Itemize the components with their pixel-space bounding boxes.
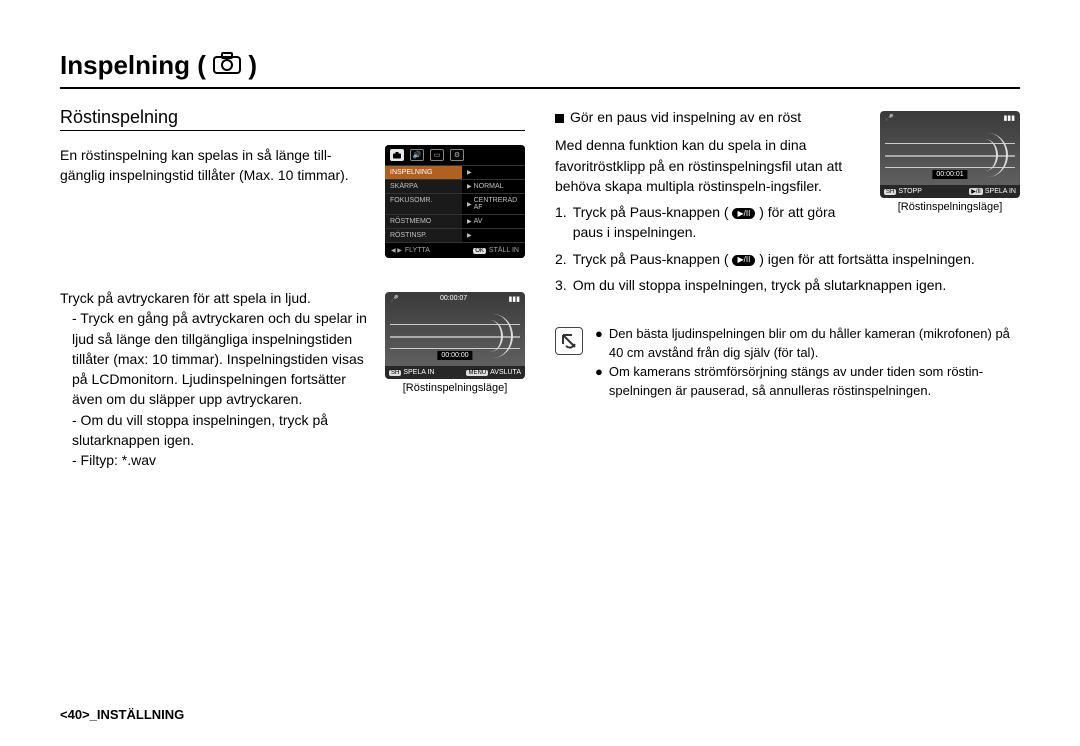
rec1-wrap: 🎤 00:00:07 ▮▮▮ 00:00:00 SHSPELA IN MENUA… — [385, 288, 525, 394]
recording-screenshot-1: 🎤 00:00:07 ▮▮▮ 00:00:00 SHSPELA IN MENUA… — [385, 292, 525, 379]
playpause-badge: ▶/II — [969, 188, 983, 195]
menu-row-rostmemo: RÖSTMEMO ▶AV — [385, 214, 525, 228]
step-text: Om du vill stoppa inspelningen, tryck på… — [573, 275, 947, 295]
display-tab-icon: ▭ — [430, 149, 444, 161]
play-pause-icon: ▶/II — [732, 208, 755, 219]
intro-text: En röstinspelning kan spelas in så länge… — [60, 145, 371, 186]
menu-value: ▶AV — [462, 215, 525, 228]
right-p1: Med denna funktion kan du spela in dina … — [555, 135, 866, 196]
body-block: Tryck på avtryckaren för att spela in lj… — [60, 288, 525, 471]
camera-icon — [213, 52, 241, 74]
note-text: Om kamerans strömförsörjning stängs av u… — [609, 363, 1020, 401]
rec-play: SPELA IN — [403, 369, 434, 376]
sh-badge: SH — [389, 370, 401, 376]
square-bullet-icon — [555, 114, 564, 123]
note-1: ●Den bästa ljudinspelningen blir om du h… — [595, 325, 1020, 363]
mic-icon: 🎤 — [885, 114, 894, 122]
content-columns: Röstinspelning En röstinspelning kan spe… — [60, 107, 1020, 491]
section-subtitle: Röstinspelning — [60, 107, 525, 131]
menu-label: RÖSTINSP. — [385, 229, 462, 242]
menu-label: SKÄRPA — [385, 180, 462, 193]
mic-icon: 🎤 — [390, 295, 399, 303]
rec-timer: 00:00:01 — [932, 170, 967, 179]
battery-icon: ▮▮▮ — [1003, 114, 1015, 122]
body1a: - Tryck en gång på avtryckaren och du sp… — [72, 308, 371, 409]
body1c: - Filtyp: *.wav — [72, 450, 371, 470]
rec-exit: AVSLUTA — [490, 369, 521, 376]
page-footer: <40>_INSTÄLLNING — [60, 707, 184, 722]
menu-footer: ◀ ▶FLYTTA OKSTÄLL IN — [385, 242, 525, 258]
intro-block: En röstinspelning kan spelas in så länge… — [60, 145, 525, 258]
footer-right: STÄLL IN — [489, 247, 519, 254]
menu-value: ▶NORMAL — [462, 180, 525, 193]
arrows-icon: ◀ ▶ — [391, 247, 402, 254]
rec-bottom: SHSTOPP ▶/IISPELA IN — [880, 185, 1020, 198]
step-1: 1. Tryck på Paus-knappen ( ▶/II ) för at… — [555, 202, 866, 243]
rec2-wrap: 🎤 ▮▮▮ 00:00:01 SHSTOPP ▶/IISPELA IN [Rös — [880, 107, 1020, 213]
recording-screenshot-2: 🎤 ▮▮▮ 00:00:01 SHSTOPP ▶/IISPELA IN — [880, 111, 1020, 198]
rec-elapsed: 00:00:07 — [440, 295, 467, 303]
menu-label: RÖSTMEMO — [385, 215, 462, 228]
rec-waveform: 00:00:00 — [385, 310, 525, 362]
step-text: Tryck på Paus-knappen ( ▶/II ) för att g… — [573, 202, 866, 243]
step-2: 2. Tryck på Paus-knappen ( ▶/II ) igen f… — [555, 249, 1020, 269]
note-block: ●Den bästa ljudinspelningen blir om du h… — [555, 325, 1020, 400]
menu-screenshot: 🔊 ▭ ⚙ INSPELNING ▶ SKÄRPA ▶NORMAL FOKUSO… — [385, 145, 525, 258]
title-text-a: Inspelning ( — [60, 50, 206, 80]
body1: Tryck på avtryckaren för att spela in lj… — [60, 288, 371, 308]
menu-header: 🔊 ▭ ⚙ — [385, 145, 525, 165]
settings-tab-icon: ⚙ — [450, 149, 464, 161]
menu-value: ▶CENTRERAD AF — [462, 194, 525, 214]
footer-left: FLYTTA — [405, 247, 430, 254]
title-text-b: ) — [248, 50, 257, 80]
battery-icon: ▮▮▮ — [508, 295, 520, 303]
rec2-caption: [Röstinspelningsläge] — [898, 201, 1003, 213]
note-icon — [555, 327, 583, 355]
right-text: Gör en paus vid inspelning av en röst Me… — [555, 107, 866, 243]
rec-play: SPELA IN — [985, 188, 1016, 195]
right-column: Gör en paus vid inspelning av en röst Me… — [555, 107, 1020, 491]
menu-row-inspelning: INSPELNING ▶ — [385, 165, 525, 179]
rec-top: 🎤 ▮▮▮ — [880, 111, 1020, 125]
rec-timer: 00:00:00 — [437, 351, 472, 360]
page-title: Inspelning ( ) — [60, 50, 257, 81]
bullet-icon: ● — [595, 325, 603, 363]
menu-value: ▶ — [462, 229, 525, 242]
right-heading-text: Gör en paus vid inspelning av en röst — [570, 109, 801, 125]
menu-value: ▶ — [462, 166, 525, 179]
menu-label: FOKUSOMR. — [385, 194, 462, 214]
step-number: 3. — [555, 275, 567, 295]
menu-row-fokusomr: FOKUSOMR. ▶CENTRERAD AF — [385, 193, 525, 214]
menu-row-rostinsp: RÖSTINSP. ▶ — [385, 228, 525, 242]
note-2: ●Om kamerans strömförsörjning stängs av … — [595, 363, 1020, 401]
right-top-block: Gör en paus vid inspelning av en röst Me… — [555, 107, 1020, 243]
rec1-caption: [Röstinspelningsläge] — [403, 382, 508, 394]
rec-waveform: 00:00:01 — [880, 129, 1020, 181]
step-3: 3. Om du vill stoppa inspelningen, tryck… — [555, 275, 1020, 295]
rec-bottom: SHSPELA IN MENUAVSLUTA — [385, 366, 525, 379]
sound-tab-icon: 🔊 — [410, 149, 424, 161]
camera-tab-icon — [390, 149, 404, 161]
note-list: ●Den bästa ljudinspelningen blir om du h… — [595, 325, 1020, 400]
steps-23: 2. Tryck på Paus-knappen ( ▶/II ) igen f… — [555, 249, 1020, 296]
body-text: Tryck på avtryckaren för att spela in lj… — [60, 288, 371, 471]
step-number: 2. — [555, 249, 567, 269]
menu-label: INSPELNING — [385, 166, 462, 179]
page-title-row: Inspelning ( ) — [60, 50, 1020, 89]
rec-top: 🎤 00:00:07 ▮▮▮ — [385, 292, 525, 306]
ok-badge: OK — [473, 248, 486, 254]
play-pause-icon: ▶/II — [732, 255, 755, 266]
sh-badge: SH — [884, 189, 896, 195]
right-heading: Gör en paus vid inspelning av en röst — [555, 107, 866, 127]
bullet-icon: ● — [595, 363, 603, 401]
menu-row-skarpa: SKÄRPA ▶NORMAL — [385, 179, 525, 193]
note-text: Den bästa ljudinspelningen blir om du hå… — [609, 325, 1020, 363]
body1b: - Om du vill stoppa inspelningen, tryck … — [72, 410, 371, 451]
step-text: Tryck på Paus-knappen ( ▶/II ) igen för … — [573, 249, 975, 269]
left-column: Röstinspelning En röstinspelning kan spe… — [60, 107, 525, 491]
menu-badge: MENU — [466, 370, 488, 376]
step-number: 1. — [555, 202, 567, 243]
rec-stop: STOPP — [898, 188, 922, 195]
